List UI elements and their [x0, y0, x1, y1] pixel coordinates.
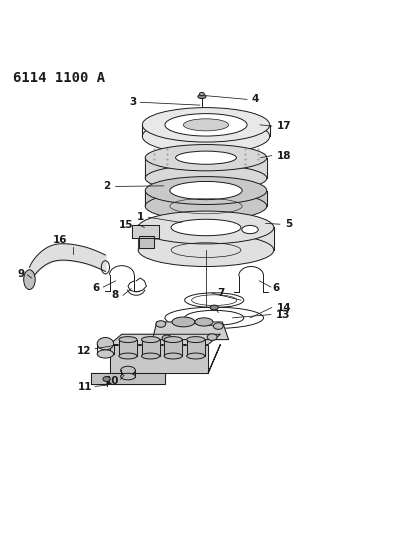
Polygon shape — [152, 322, 229, 340]
Ellipse shape — [164, 337, 182, 343]
Text: 4: 4 — [251, 94, 259, 104]
Ellipse shape — [145, 144, 267, 171]
Ellipse shape — [103, 376, 110, 382]
Ellipse shape — [142, 337, 159, 343]
Ellipse shape — [183, 119, 229, 131]
Text: 16: 16 — [53, 235, 68, 245]
Text: 2: 2 — [103, 181, 111, 191]
Text: 12: 12 — [77, 346, 91, 356]
Polygon shape — [164, 340, 182, 356]
Ellipse shape — [119, 353, 137, 359]
Ellipse shape — [171, 219, 241, 236]
Polygon shape — [91, 373, 165, 384]
Ellipse shape — [164, 353, 182, 359]
Text: 17: 17 — [276, 121, 291, 131]
Ellipse shape — [97, 337, 114, 350]
Ellipse shape — [138, 233, 274, 266]
Ellipse shape — [213, 323, 223, 329]
Text: 5: 5 — [285, 219, 292, 229]
Ellipse shape — [187, 353, 205, 359]
Polygon shape — [145, 190, 267, 206]
Ellipse shape — [156, 321, 166, 327]
Ellipse shape — [145, 192, 267, 220]
Text: 9: 9 — [17, 269, 24, 279]
Ellipse shape — [170, 181, 242, 200]
Ellipse shape — [207, 334, 217, 341]
Ellipse shape — [145, 176, 267, 205]
Polygon shape — [110, 344, 208, 373]
Polygon shape — [145, 158, 267, 178]
Ellipse shape — [176, 151, 236, 164]
Text: 1: 1 — [136, 212, 144, 222]
Ellipse shape — [165, 307, 264, 328]
Text: 7: 7 — [217, 288, 225, 298]
Polygon shape — [132, 225, 159, 238]
Ellipse shape — [172, 317, 195, 327]
Ellipse shape — [138, 211, 274, 244]
Text: 18: 18 — [276, 151, 291, 160]
Text: 10: 10 — [105, 376, 120, 386]
Polygon shape — [110, 334, 220, 344]
Ellipse shape — [165, 114, 247, 136]
Text: 11: 11 — [77, 382, 92, 392]
Ellipse shape — [97, 350, 114, 358]
Ellipse shape — [23, 270, 35, 289]
Text: 6: 6 — [215, 310, 222, 320]
Ellipse shape — [121, 373, 136, 380]
Ellipse shape — [187, 337, 205, 343]
Ellipse shape — [143, 119, 269, 154]
Polygon shape — [187, 340, 205, 356]
Polygon shape — [139, 236, 154, 248]
Text: 6114 1100 A: 6114 1100 A — [13, 71, 105, 85]
Ellipse shape — [210, 305, 218, 310]
Polygon shape — [142, 340, 159, 356]
Text: 3: 3 — [129, 97, 136, 107]
Ellipse shape — [185, 310, 244, 325]
Text: 6: 6 — [93, 283, 100, 293]
Ellipse shape — [199, 92, 204, 96]
Ellipse shape — [198, 94, 206, 99]
Text: 6: 6 — [272, 283, 280, 293]
Ellipse shape — [119, 337, 137, 343]
Polygon shape — [143, 125, 269, 136]
Polygon shape — [138, 228, 274, 250]
Text: 13: 13 — [276, 310, 290, 320]
Ellipse shape — [121, 366, 136, 375]
Ellipse shape — [195, 318, 213, 326]
Text: 14: 14 — [276, 303, 291, 312]
Ellipse shape — [162, 335, 172, 342]
Polygon shape — [208, 344, 220, 373]
Ellipse shape — [142, 353, 159, 359]
Ellipse shape — [143, 108, 269, 142]
Polygon shape — [119, 340, 137, 356]
Text: 15: 15 — [119, 220, 133, 230]
Text: 8: 8 — [111, 290, 118, 300]
Ellipse shape — [145, 165, 267, 191]
Ellipse shape — [242, 225, 258, 233]
